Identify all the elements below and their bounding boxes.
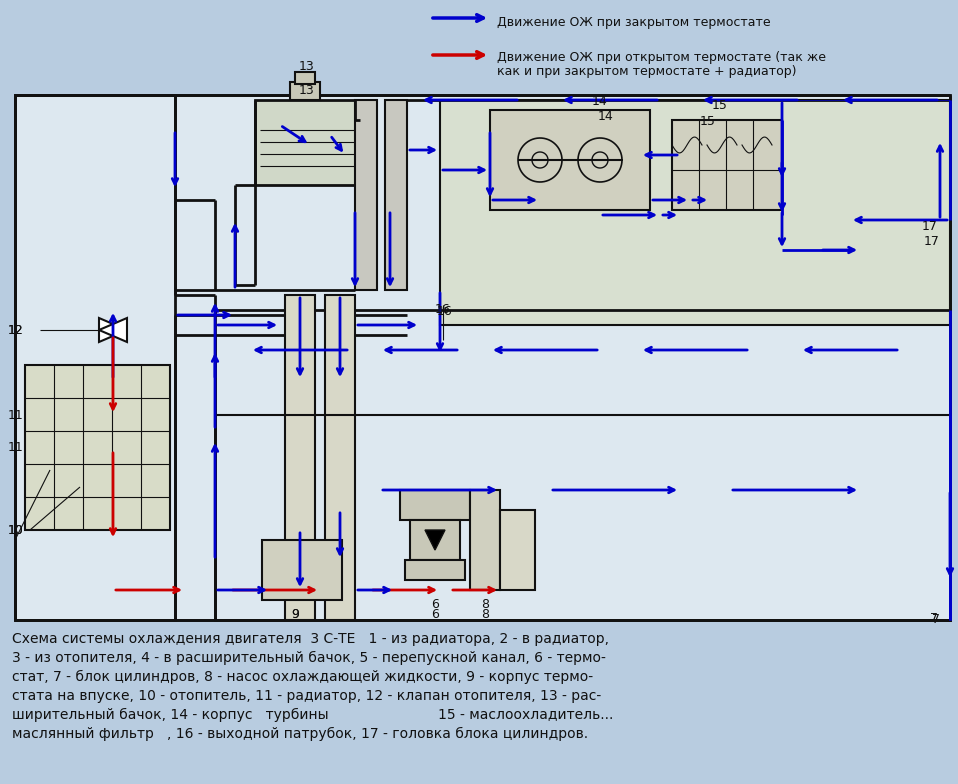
Text: 12: 12 (8, 324, 24, 336)
Bar (385, 100, 407, 290)
Text: Схема системы охлаждения двигателя  3 С-ТЕ   1 - из радиатора, 2 - в радиатор,: Схема системы охлаждения двигателя 3 С-Т… (12, 632, 609, 646)
Bar (262, 540, 342, 600)
Text: 15: 15 (700, 115, 716, 128)
Text: ширительный бачок, 14 - корпус   турбины                         15 - маслоохлад: ширительный бачок, 14 - корпус турбины 1… (12, 708, 613, 722)
Bar (215, 310, 950, 620)
Text: как и при закрытом термостате + радиатор): как и при закрытом термостате + радиатор… (497, 65, 796, 78)
Text: 17: 17 (923, 220, 938, 233)
Text: 13: 13 (299, 60, 315, 73)
Text: 12: 12 (8, 324, 24, 336)
Text: 11: 11 (8, 441, 24, 453)
Text: 9: 9 (291, 608, 299, 621)
Text: 7: 7 (932, 613, 940, 626)
Polygon shape (99, 318, 127, 342)
Bar (405, 560, 465, 580)
Text: стат, 7 - блок цилиндров, 8 - насос охлаждающей жидкости, 9 - корпус термо-: стат, 7 - блок цилиндров, 8 - насос охла… (12, 670, 593, 684)
Text: 3 - из отопителя, 4 - в расширительный бачок, 5 - перепускной канал, 6 - термо-: 3 - из отопителя, 4 - в расширительный б… (12, 651, 605, 665)
Bar (500, 510, 535, 590)
Bar (15, 95, 175, 620)
Text: 14: 14 (592, 95, 608, 108)
Text: 16: 16 (435, 303, 451, 316)
Text: 7: 7 (930, 612, 938, 625)
Text: маслянный фильтр   , 16 - выходной патрубок, 17 - головка блока цилиндров.: маслянный фильтр , 16 - выходной патрубо… (12, 727, 588, 741)
Bar (325, 295, 355, 620)
Polygon shape (99, 318, 127, 342)
Text: 8: 8 (481, 598, 489, 611)
Bar (15, 95, 950, 620)
Text: 6: 6 (431, 608, 439, 621)
Text: 9: 9 (291, 608, 299, 621)
Bar (672, 120, 782, 210)
Bar (400, 490, 470, 520)
Text: 16: 16 (437, 305, 453, 318)
Bar (490, 110, 650, 210)
Bar (410, 520, 460, 560)
Text: 14: 14 (598, 110, 614, 123)
Text: 15: 15 (712, 99, 728, 112)
Bar (440, 100, 950, 325)
Text: 13: 13 (299, 84, 315, 97)
Bar (355, 100, 377, 290)
Text: 11: 11 (8, 408, 24, 422)
Bar (255, 100, 360, 185)
Bar (290, 82, 320, 100)
Text: 17: 17 (924, 235, 940, 248)
Bar (295, 72, 315, 84)
Bar (285, 295, 315, 620)
Text: 10: 10 (8, 524, 24, 536)
Bar (25, 365, 170, 530)
Text: 6: 6 (431, 598, 439, 611)
Polygon shape (425, 530, 445, 550)
Bar (470, 490, 500, 590)
Text: 10: 10 (8, 524, 24, 536)
Text: Движение ОЖ при открытом термостате (так же: Движение ОЖ при открытом термостате (так… (497, 51, 826, 64)
Text: Движение ОЖ при закрытом термостате: Движение ОЖ при закрытом термостате (497, 16, 770, 28)
Text: 8: 8 (481, 608, 489, 621)
Text: стата на впуске, 10 - отопитель, 11 - радиатор, 12 - клапан отопителя, 13 - рас-: стата на впуске, 10 - отопитель, 11 - ра… (12, 689, 602, 703)
